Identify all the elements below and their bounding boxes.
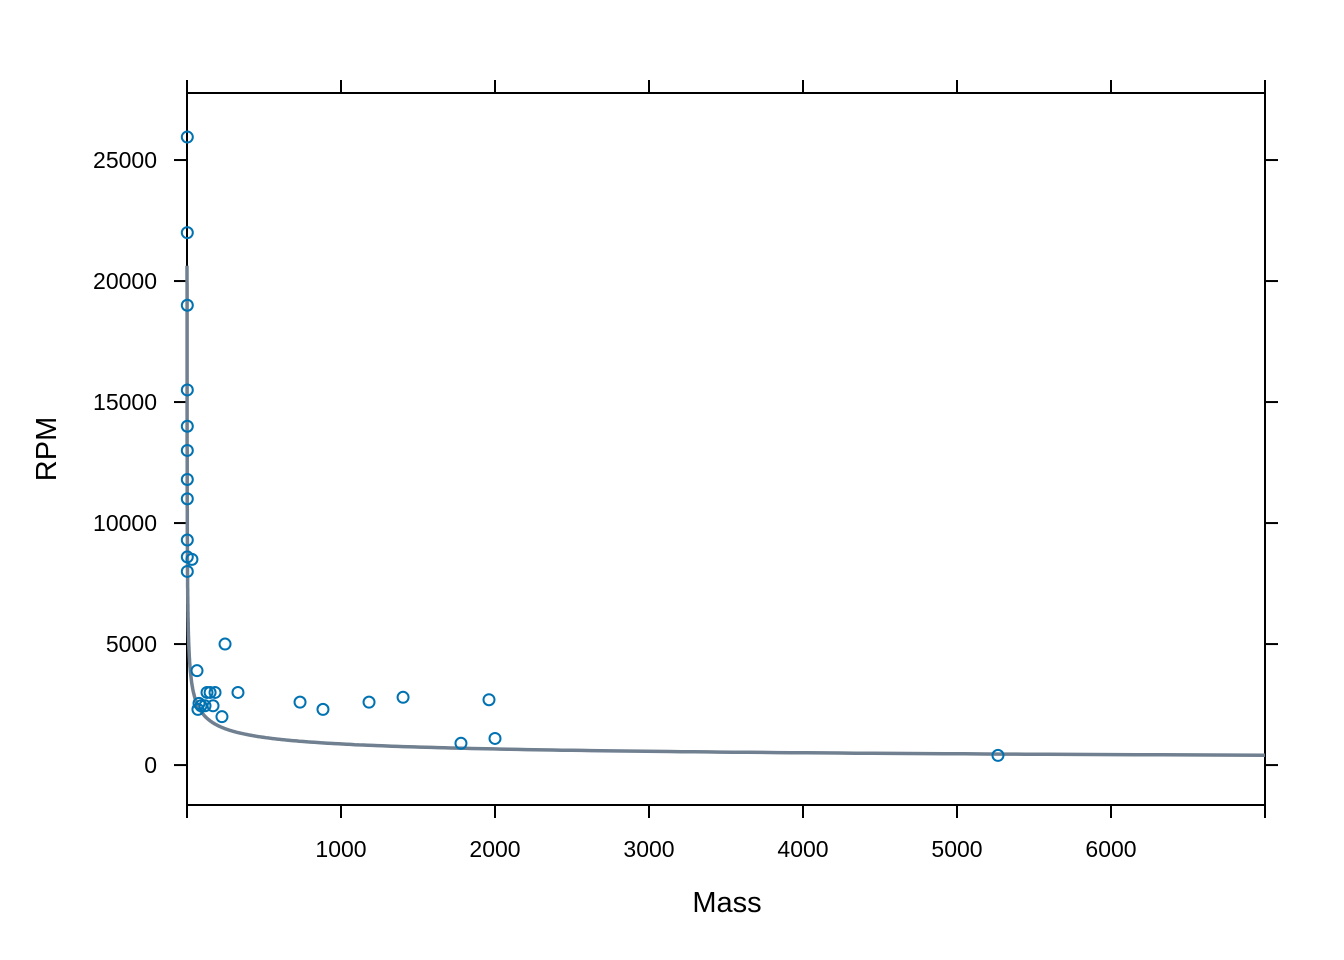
data-point [218, 637, 232, 651]
x-tick-label: 2000 [469, 836, 520, 862]
x-tick-label: 4000 [777, 836, 828, 862]
data-point [198, 699, 212, 713]
data-point [180, 226, 194, 240]
data-point [208, 685, 222, 699]
x-tick-label: 1000 [315, 836, 366, 862]
data-point [482, 693, 496, 707]
data-point [192, 696, 206, 710]
data-point [180, 298, 194, 312]
x-tick-label: 5000 [931, 836, 982, 862]
x-axis-label: Mass [692, 887, 761, 919]
y-tick-label: 15000 [93, 389, 157, 415]
data-point [191, 702, 205, 716]
data-point [316, 702, 330, 716]
data-point [185, 552, 199, 566]
data-point [190, 664, 204, 678]
plot-frame [186, 92, 1266, 806]
fit-curve [185, 265, 1266, 757]
data-point [194, 699, 208, 713]
data-point [293, 695, 307, 709]
y-tick-label: 0 [144, 752, 157, 778]
data-point [180, 443, 194, 457]
data-point [180, 564, 194, 578]
y-tick-label: 5000 [106, 631, 157, 657]
data-point [180, 419, 194, 433]
data-point [488, 731, 502, 745]
data-point [991, 748, 1005, 762]
data-point [362, 695, 376, 709]
data-point [454, 736, 468, 750]
data-point [231, 685, 245, 699]
data-point [203, 685, 217, 699]
data-point [206, 699, 220, 713]
data-point [180, 383, 194, 397]
data-point [180, 492, 194, 506]
y-tick-label: 25000 [93, 147, 157, 173]
data-point [180, 472, 194, 486]
data-point [180, 533, 194, 547]
x-tick-label: 6000 [1085, 836, 1136, 862]
y-tick-label: 10000 [93, 510, 157, 536]
x-tick-label: 3000 [623, 836, 674, 862]
data-point [215, 710, 229, 724]
data-point [396, 690, 410, 704]
y-tick-label: 20000 [93, 268, 157, 294]
y-axis-label: RPM [31, 417, 63, 481]
data-point [180, 130, 194, 144]
